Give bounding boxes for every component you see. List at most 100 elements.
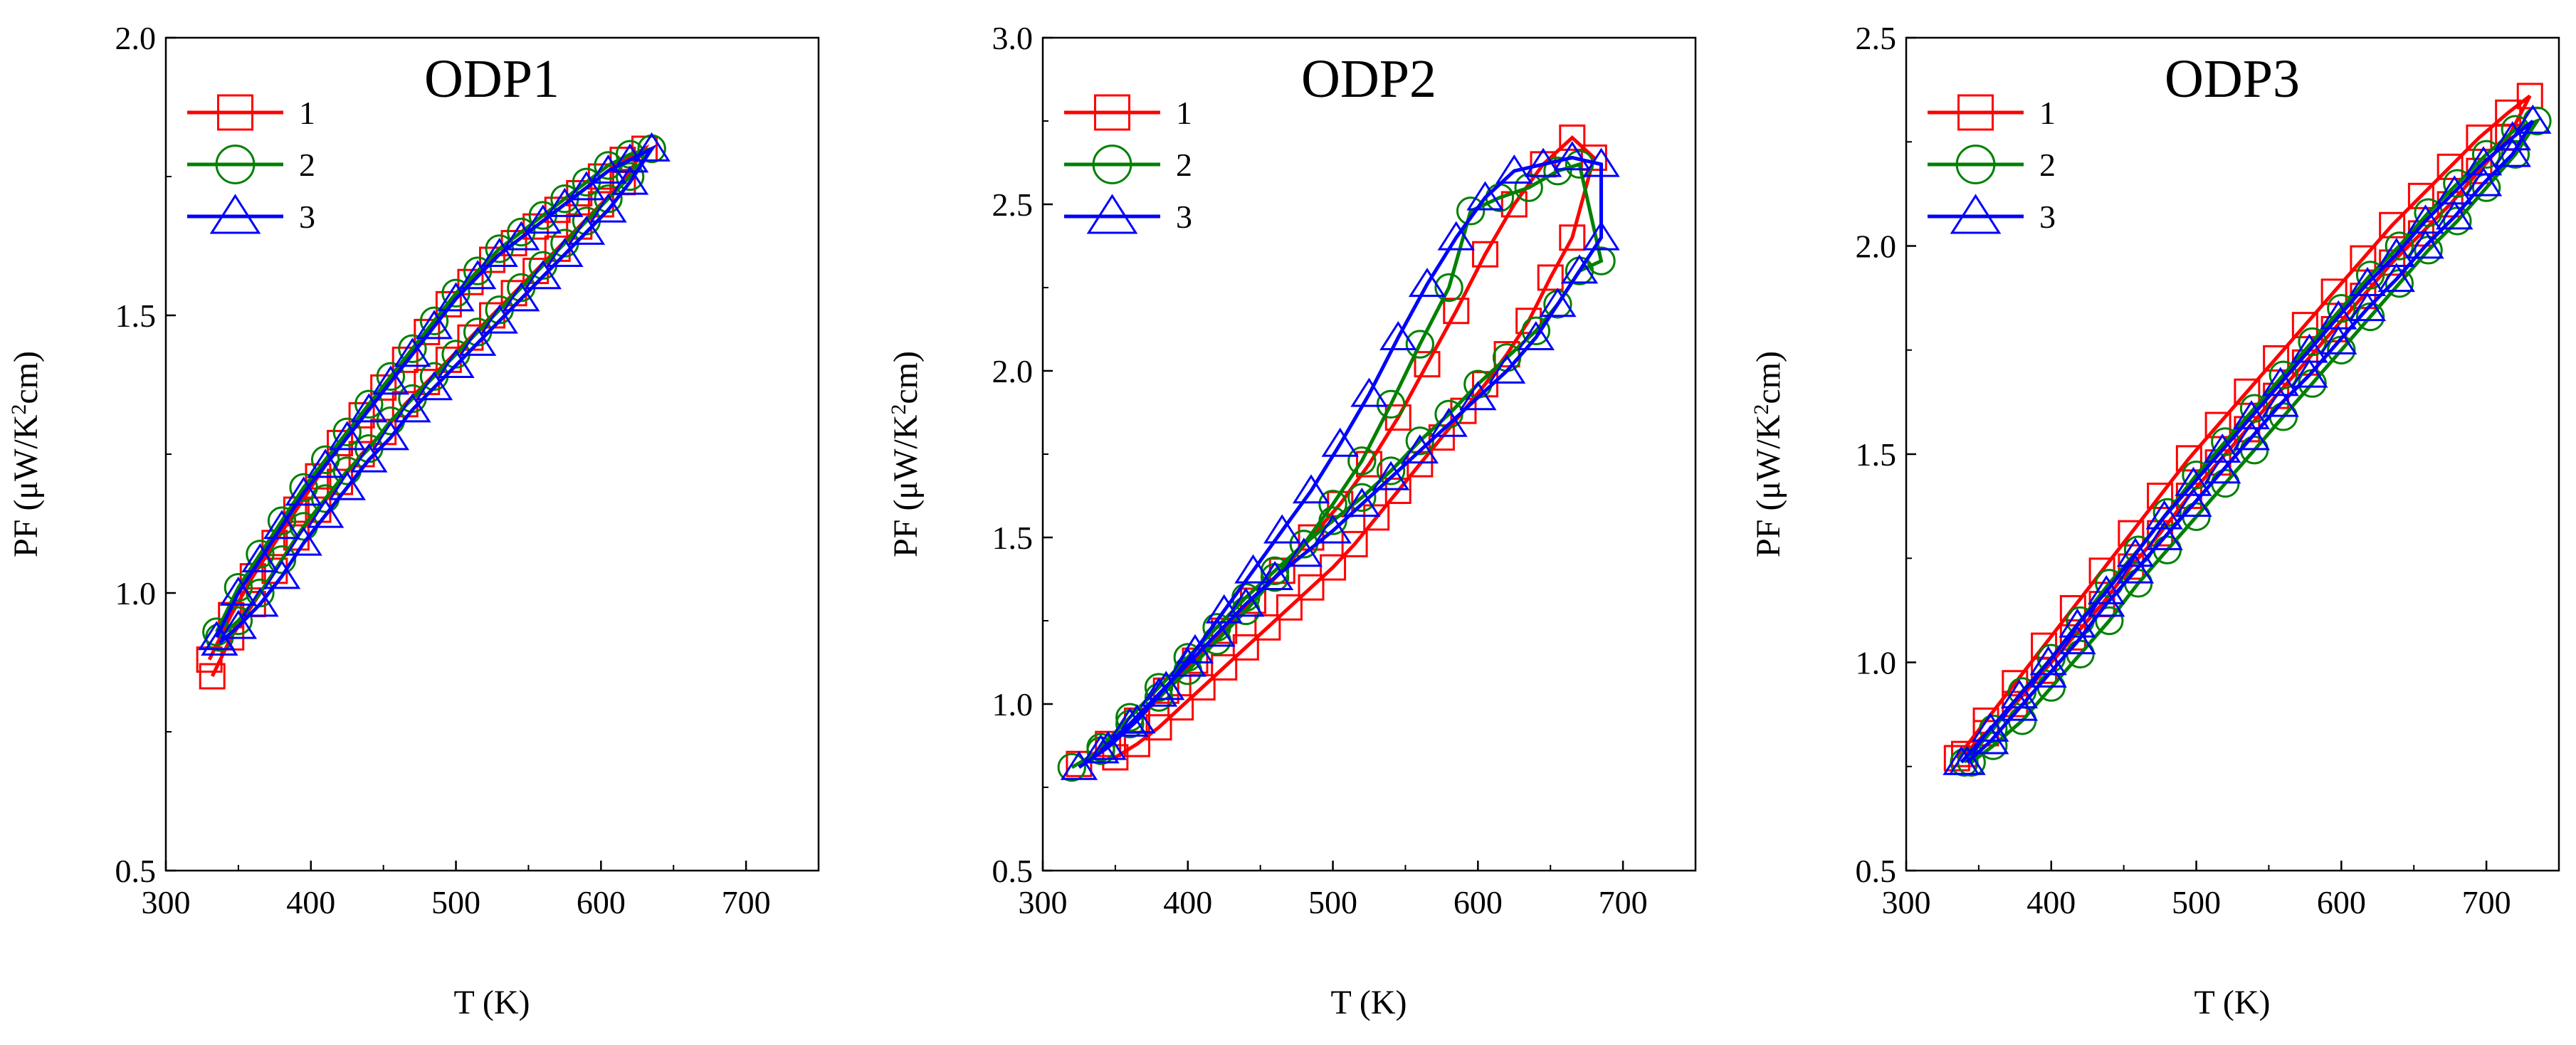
series-2-line (1071, 162, 1604, 770)
data-point (246, 540, 275, 569)
data-point (1372, 461, 1410, 490)
data-point (480, 238, 518, 268)
data-point (1198, 617, 1236, 647)
data-point (633, 132, 671, 162)
data-point (2059, 608, 2096, 638)
data-point (1292, 474, 1330, 504)
data-point (199, 663, 226, 690)
x-tick-label: 300 (142, 884, 191, 920)
y-axis-title: PF (μW/K2cm) (887, 351, 925, 557)
data-point (1082, 734, 1120, 764)
data-point (391, 346, 419, 373)
data-point (458, 326, 497, 356)
data-point (2516, 83, 2543, 110)
data-point (332, 417, 362, 446)
series-3 (198, 132, 671, 656)
data-point (524, 260, 562, 290)
series-3 (1060, 141, 1620, 780)
data-point (285, 526, 322, 556)
data-point (1145, 714, 1172, 741)
data-point (1466, 181, 1504, 211)
data-point (398, 334, 427, 363)
data-point (1559, 124, 1586, 151)
x-tick-label: 300 (1882, 884, 1931, 920)
legend-label: 3 (299, 199, 315, 235)
data-point (2407, 182, 2434, 209)
panel-odp1: ODP1 T (K) PF (μW/K2cm) 300 400 500 600 7000… (7, 20, 820, 1022)
y-tick-label: 2.0 (115, 20, 157, 56)
data-point (2379, 249, 2406, 276)
x-tick-label: 400 (2026, 884, 2076, 920)
data-point (2493, 137, 2531, 167)
data-point (415, 310, 453, 340)
data-point (2320, 278, 2348, 305)
data-point (1459, 381, 1497, 411)
data-point (354, 389, 384, 419)
data-point (1472, 241, 1499, 268)
x-tick-label: 500 (431, 884, 480, 920)
data-point (2355, 261, 2385, 290)
data-point (2175, 445, 2202, 472)
data-point (1173, 643, 1202, 672)
data-point (2385, 231, 2414, 261)
y-axis-title-suffix: cm) (887, 351, 925, 404)
data-point (2029, 658, 2067, 688)
data-point (1363, 504, 1390, 531)
data-point (263, 560, 301, 589)
data-point (2327, 294, 2356, 323)
data-point (1276, 594, 1303, 621)
data-point (1254, 614, 1281, 641)
data-point (2466, 124, 2493, 151)
data-point (394, 337, 431, 367)
x-tick-label: 400 (286, 884, 335, 920)
y-tick-label: 2.0 (1856, 229, 1897, 265)
data-point (1350, 377, 1388, 407)
data-point (2145, 520, 2183, 550)
legend: 1 2 3 (1064, 94, 1192, 235)
data-point (2088, 574, 2125, 604)
y-tick-label: 1.0 (115, 575, 157, 611)
legend-label: 2 (1176, 147, 1192, 183)
legend-marker (1094, 94, 1130, 131)
data-point (1437, 221, 1475, 251)
data-point (2088, 587, 2125, 617)
legend-label: 3 (1176, 199, 1192, 235)
y-axis-title-suffix: cm) (7, 351, 45, 404)
data-point (348, 401, 375, 429)
data-point (1537, 264, 1564, 291)
data-point (457, 268, 484, 295)
data-point (415, 371, 453, 401)
series-3 (1942, 104, 2552, 775)
data-point (350, 443, 388, 473)
data-point (2414, 198, 2443, 227)
data-point (479, 246, 505, 273)
data-point (524, 204, 562, 234)
data-point (1971, 725, 2009, 755)
data-point (241, 543, 279, 573)
data-point (1314, 514, 1352, 544)
data-point (1347, 483, 1377, 513)
legend: 1 2 3 (187, 94, 315, 235)
data-point (1379, 321, 1417, 351)
data-point (1227, 587, 1265, 617)
data-point (1147, 671, 1185, 700)
data-point (372, 365, 410, 395)
data-point (589, 154, 627, 184)
data-point (267, 506, 297, 535)
data-point (394, 393, 431, 423)
x-axis-title: T (K) (2194, 984, 2270, 1022)
x-tick-label: 600 (1453, 884, 1503, 920)
data-point (328, 471, 366, 500)
data-point (1376, 389, 1406, 419)
data-point (2261, 387, 2299, 417)
data-point (306, 448, 345, 478)
data-point (350, 393, 388, 423)
legend: 1 2 3 (1928, 94, 2056, 235)
data-point (2204, 411, 2231, 439)
data-point (1341, 530, 1368, 557)
data-point (1343, 488, 1381, 518)
data-point (1408, 268, 1446, 298)
legend-marker (1957, 94, 1994, 131)
legend-marker (217, 94, 253, 131)
legend-marker (1092, 145, 1132, 184)
